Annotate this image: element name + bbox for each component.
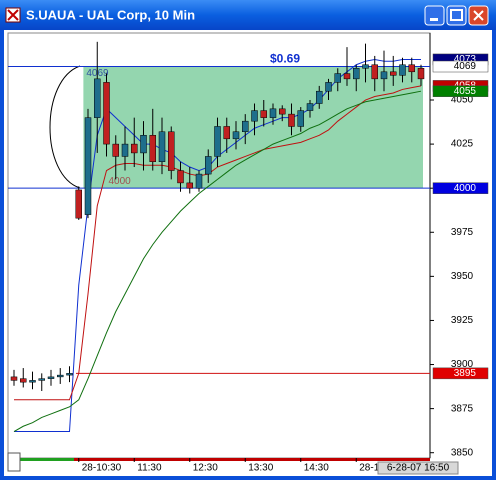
candle-body xyxy=(75,189,82,219)
candle-body xyxy=(177,170,184,184)
candle-body xyxy=(334,73,341,83)
candle-body xyxy=(57,374,64,378)
candle-body xyxy=(251,110,258,122)
y-tick-label: 3925 xyxy=(451,315,474,326)
candle-body xyxy=(260,110,267,118)
candle-body xyxy=(205,156,212,175)
price-marker xyxy=(432,60,489,73)
price-marker-label: 3895 xyxy=(454,368,477,379)
candle-body xyxy=(131,143,138,154)
window-title: S.UAUA - UAL Corp, 10 Min xyxy=(26,7,195,22)
candle-body xyxy=(140,135,147,154)
minimize-button[interactable] xyxy=(424,5,445,26)
candle-body xyxy=(390,71,397,76)
candle-body xyxy=(20,378,27,383)
app-icon-mark xyxy=(7,9,19,21)
x-tick-label: 14:30 xyxy=(304,463,329,474)
candle-body xyxy=(38,378,45,381)
date-label: 6-28-07 16:50 xyxy=(387,463,450,474)
range-box xyxy=(83,66,423,189)
candle-body xyxy=(408,64,415,73)
candle-body xyxy=(306,103,314,111)
candle-body xyxy=(121,143,129,157)
close-icon xyxy=(473,10,484,21)
candle-body xyxy=(29,380,36,383)
candle-body xyxy=(195,173,203,189)
ellipse-annotation xyxy=(49,65,81,189)
candle-body xyxy=(158,131,166,162)
candle-body xyxy=(47,376,55,379)
price-marker-label: 4069 xyxy=(454,61,477,72)
minimize-icon xyxy=(430,18,438,21)
title-bar xyxy=(0,0,496,30)
y-tick-label: 3850 xyxy=(451,447,474,458)
y-tick-label: 3950 xyxy=(451,271,474,282)
price-marker xyxy=(432,367,489,380)
candle-body xyxy=(353,68,360,80)
candle-body xyxy=(325,82,332,92)
x-tick-label: 13:30 xyxy=(248,463,273,474)
plot-layer: 4069 4000 $0.69 3850 3875 3900 3925 3950 3975 400… xyxy=(8,41,474,474)
y-tick-label: 3900 xyxy=(451,359,474,370)
candle-body xyxy=(149,135,156,162)
candle-body xyxy=(112,143,119,157)
candle-body xyxy=(269,108,277,118)
y-tick-label: 4050 xyxy=(451,95,474,106)
candle-body xyxy=(380,71,388,80)
candle-body xyxy=(10,376,18,381)
range-box-bottom-label: 4000 xyxy=(109,176,132,187)
line-series xyxy=(13,90,422,432)
date-box xyxy=(377,461,459,475)
candle-body xyxy=(279,108,286,115)
x-tick-label: 12:30 xyxy=(193,463,218,474)
y-tick-label: 3975 xyxy=(451,227,474,238)
candle-body xyxy=(316,90,323,104)
maximize-icon xyxy=(450,9,463,21)
corner-box xyxy=(7,452,21,472)
change-label: $0.69 xyxy=(270,52,300,66)
line-series xyxy=(14,85,422,401)
candle-body xyxy=(399,64,406,76)
x-tick-label: 11:30 xyxy=(137,463,162,474)
candle-body xyxy=(343,73,351,80)
candle-body xyxy=(94,78,101,118)
x-tick-label: 28-10:30 xyxy=(82,463,122,474)
session-bar xyxy=(20,458,74,461)
candle-body xyxy=(66,373,73,376)
y-tick-label: 3875 xyxy=(451,403,474,414)
candle-body xyxy=(417,68,425,80)
candle-body xyxy=(362,64,369,69)
maximize-button[interactable] xyxy=(446,5,467,26)
candle-body xyxy=(371,64,378,80)
candle-body xyxy=(214,126,221,157)
candle-body xyxy=(84,117,92,215)
candle-body xyxy=(186,182,193,189)
price-marker xyxy=(432,182,489,194)
price-marker xyxy=(432,85,489,97)
price-marker-label: 4055 xyxy=(454,86,477,97)
candle-body xyxy=(297,110,304,127)
session-bar xyxy=(74,458,430,461)
candle-body xyxy=(288,113,295,127)
candle-body xyxy=(232,131,240,140)
candle-body xyxy=(103,82,110,145)
price-marker-label: 4000 xyxy=(454,183,477,194)
candle-body xyxy=(168,131,175,171)
candle-body xyxy=(242,120,249,133)
price-marker-label: 4073 xyxy=(454,54,477,65)
y-tick-label: 4025 xyxy=(451,139,474,150)
candle-body xyxy=(223,126,230,140)
